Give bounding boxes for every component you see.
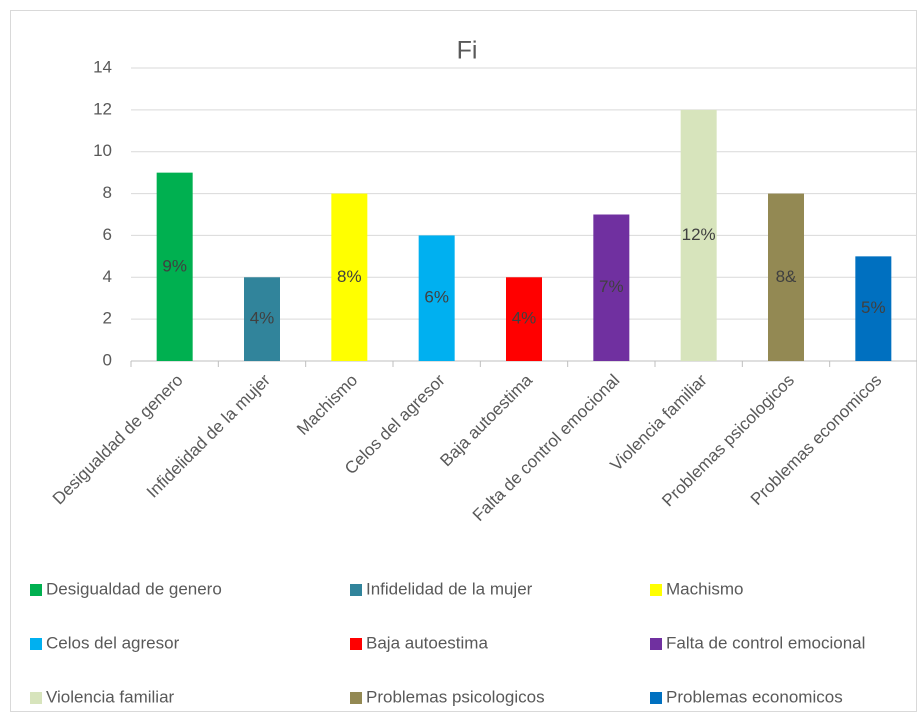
legend-swatch <box>350 584 362 596</box>
legend-label: Violencia familiar <box>46 687 175 706</box>
legend-swatch <box>650 584 662 596</box>
y-tick-label: 14 <box>93 57 112 76</box>
y-tick-label: 0 <box>103 350 112 369</box>
y-tick-label: 4 <box>103 267 112 286</box>
legend-label: Falta de control emocional <box>666 633 865 652</box>
legend-label: Baja autoestima <box>366 633 488 652</box>
data-label: 8% <box>337 267 362 286</box>
legend-swatch <box>30 638 42 650</box>
legend-swatch <box>650 638 662 650</box>
legend-swatch <box>30 584 42 596</box>
data-label: 7% <box>599 277 624 296</box>
legend-swatch <box>650 692 662 704</box>
data-label: 4% <box>250 309 275 328</box>
legend-label: Desigualdad de genero <box>46 579 222 598</box>
bar <box>768 193 804 361</box>
y-tick-label: 6 <box>103 225 112 244</box>
bar <box>593 214 630 361</box>
bar <box>680 109 717 361</box>
data-label: 12% <box>682 225 716 244</box>
legend-label: Problemas economicos <box>666 687 843 706</box>
y-tick-label: 10 <box>93 141 112 160</box>
bar <box>506 277 542 361</box>
bar <box>418 235 455 361</box>
legend-label: Infidelidad de la mujer <box>366 579 533 598</box>
legend-swatch <box>350 638 362 650</box>
legend-swatch <box>30 692 42 704</box>
chart-title: Fi <box>457 37 478 65</box>
bar <box>331 193 368 361</box>
y-tick-label: 12 <box>93 99 112 118</box>
y-tick-label: 8 <box>103 183 112 202</box>
data-label: 4% <box>512 309 537 328</box>
data-label: 6% <box>424 288 449 307</box>
data-label: 8& <box>776 267 797 286</box>
legend-label: Celos del agresor <box>46 633 180 652</box>
data-label: 5% <box>861 298 886 317</box>
bar <box>156 172 193 361</box>
y-tick-label: 2 <box>103 309 112 328</box>
legend-swatch <box>350 692 362 704</box>
legend-label: Machismo <box>666 579 743 598</box>
legend-label: Problemas psicologicos <box>366 687 545 706</box>
data-label: 9% <box>162 256 187 275</box>
bar <box>244 277 280 361</box>
bar <box>855 256 892 361</box>
